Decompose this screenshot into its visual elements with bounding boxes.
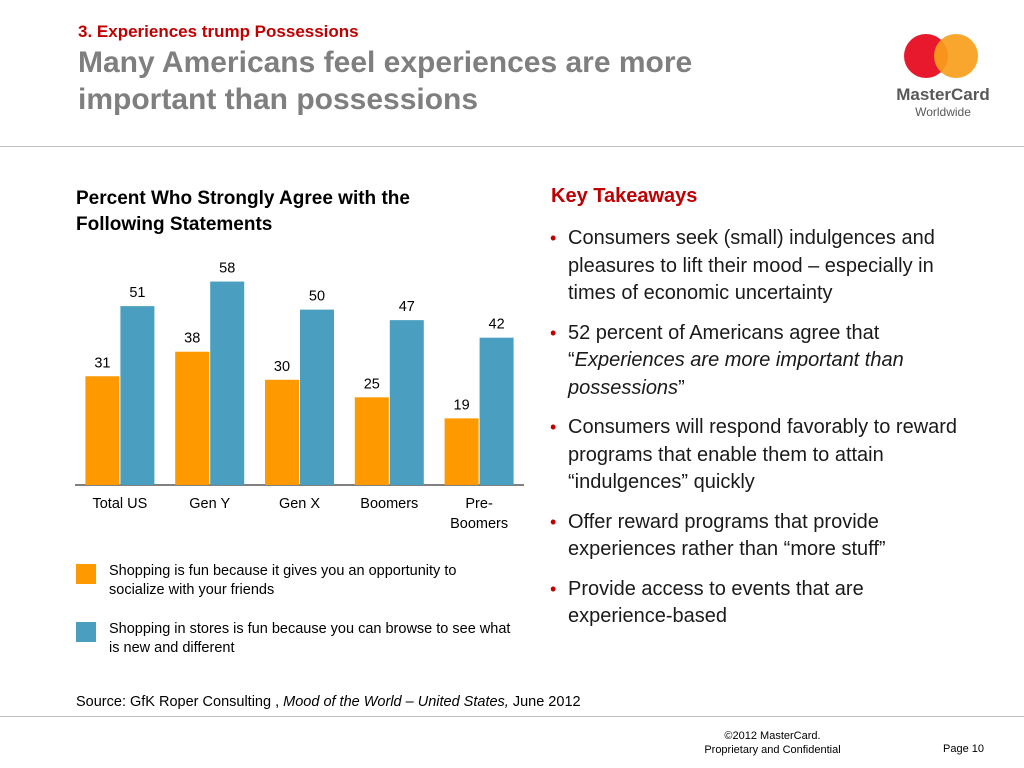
key-takeaways-list: Consumers seek (small) indulgences and p… (548, 225, 968, 643)
bar-socialize (265, 379, 299, 485)
bar-browse (389, 320, 424, 485)
source-title: Mood of the World – United States, (283, 694, 509, 710)
data-label: 30 (274, 359, 290, 375)
data-label: 19 (454, 397, 470, 413)
data-label: 25 (364, 376, 380, 392)
takeaway-text: 52 percent of Americans agree that “ (568, 321, 880, 372)
data-label: 31 (94, 355, 110, 371)
x-tick-label: Gen Y (189, 496, 230, 512)
source-text: June 2012 (508, 694, 581, 710)
bar-socialize (85, 376, 120, 485)
x-tick-label: Pre- (465, 496, 493, 512)
x-tick-label: Boomers (360, 496, 418, 512)
legend-swatch-blue (76, 622, 96, 642)
takeaway-item: 52 percent of Americans agree that “Expe… (548, 320, 968, 403)
logo-subtitle: Worldwide (915, 105, 971, 119)
takeaway-item: Offer reward programs that provide exper… (548, 509, 968, 564)
confidential-line: Proprietary and Confidential (704, 744, 841, 756)
mastercard-logo: MasterCard Worldwide (888, 30, 998, 125)
data-label: 51 (129, 285, 145, 301)
bar-chart: 31 51 Total US 38 58 Gen Y 30 50 Gen X 25 47 Boomer… (75, 261, 524, 532)
bar-browse (120, 306, 155, 485)
bar-socialize (354, 397, 389, 485)
takeaway-item: Provide access to events that are experi… (548, 576, 968, 631)
logo-circles-icon (904, 34, 978, 78)
source-text: Source: GfK Roper Consulting , (76, 694, 284, 710)
key-takeaways-heading: Key Takeaways (551, 185, 698, 207)
data-label: 50 (309, 289, 325, 305)
takeaway-quote: Experiences are more important than poss… (568, 349, 904, 399)
section-label: 3. Experiences trump Possessions (78, 22, 359, 41)
legend-swatch-orange (76, 564, 96, 584)
x-tick-label: Boomers (450, 516, 508, 532)
copyright-line: ©2012 MasterCard. (724, 730, 821, 742)
takeaway-item: Consumers will respond favorably to rewa… (548, 414, 968, 497)
bar-browse (210, 281, 245, 485)
bar-socialize (175, 351, 210, 485)
page-title: Many Americans feel experiences are more… (78, 46, 693, 116)
bar-socialize (444, 418, 479, 485)
header-divider (0, 146, 1024, 147)
takeaway-item: Consumers seek (small) indulgences and p… (548, 225, 968, 308)
page-number: Page 10 (943, 743, 984, 755)
chart-title: Percent Who Strongly Agree with the Foll… (76, 188, 410, 235)
data-label: 47 (399, 299, 415, 315)
x-tick-label: Total US (92, 496, 147, 512)
data-label: 58 (219, 261, 235, 277)
legend-label: Shopping is fun because it gives you an … (109, 563, 457, 598)
bar-browse (300, 309, 334, 485)
footer-divider (0, 716, 1024, 717)
logo-wordmark: MasterCard (896, 85, 990, 104)
data-label: 38 (184, 331, 200, 347)
bar-browse (479, 337, 514, 485)
legend-label: Shopping in stores is fun because you ca… (109, 621, 511, 656)
data-label: 42 (489, 317, 505, 333)
takeaway-text: ” (678, 376, 685, 399)
source-citation: Source: GfK Roper Consulting , Mood of t… (76, 694, 581, 710)
copyright-notice: ©2012 MasterCard. Proprietary and Confid… (690, 729, 855, 757)
x-tick-label: Gen X (279, 496, 320, 512)
